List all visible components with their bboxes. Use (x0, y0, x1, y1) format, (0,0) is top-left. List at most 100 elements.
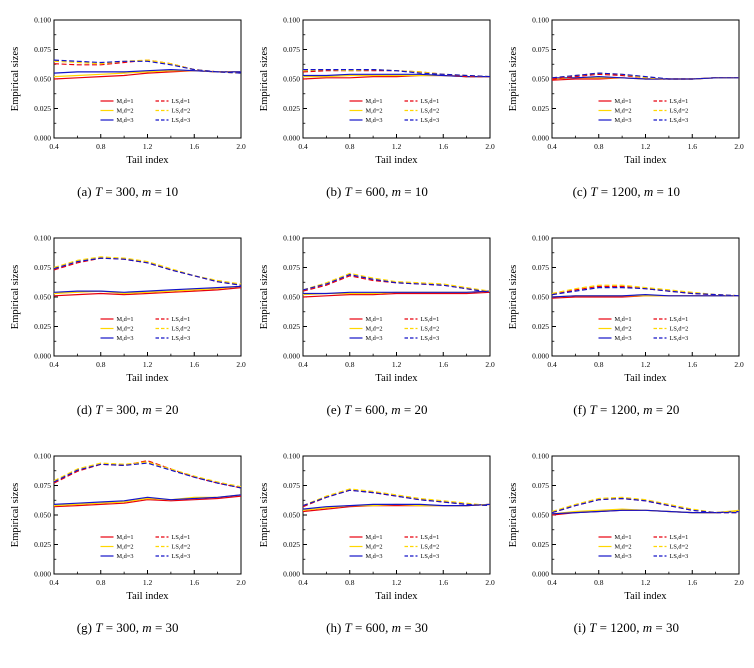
y-tick-label: 0.025 (283, 104, 300, 113)
series-line-ls-d-3 (552, 72, 740, 80)
series-line-ls-d-2 (302, 272, 491, 292)
y-tick-label: 0.075 (532, 481, 549, 490)
y-tick-label: 0.075 (532, 263, 549, 272)
y-tick-label: 0.100 (532, 16, 549, 25)
legend-label-m-d-1: M,d=1 (365, 316, 382, 323)
plot-border (302, 19, 491, 139)
y-tick-label: 0.050 (532, 511, 549, 520)
x-axis-title: Tail index (375, 155, 418, 166)
x-axis: 0.4 0.8 1.2 1.6 2.0 Tail index (49, 352, 246, 384)
legend-label-ls-d-1: LS,d=1 (171, 316, 190, 323)
y-tick-label: 0.025 (532, 540, 549, 549)
legend: M,d=1 M,d=2 M,d=3 LS,d=1 LS,d=2 LS,d=3 (598, 98, 689, 124)
x-tick-label: 0.8 (96, 578, 106, 587)
x-axis: 0.4 0.8 1.2 1.6 2.0 Tail index (49, 570, 246, 602)
legend-label-m-d-1: M,d=1 (615, 98, 632, 105)
legend: M,d=1 M,d=2 M,d=3 LS,d=1 LS,d=2 LS,d=3 (100, 98, 190, 124)
series-line-m-d-2 (53, 285, 241, 295)
y-axis-title: Empirical sizes (259, 265, 270, 329)
caption-text: (a) (77, 184, 95, 199)
legend-label-ls-d-2: LS,d=2 (171, 326, 190, 333)
legend-label-m-d-2: M,d=2 (615, 544, 632, 551)
y-tick-label: 0.000 (532, 352, 549, 361)
caption-text: (e) (326, 402, 345, 417)
legend-label-ls-d-3: LS,d=3 (670, 553, 689, 560)
y-tick-label: 0.000 (532, 570, 549, 579)
series-line-m-d-3 (552, 509, 740, 515)
x-tick-label: 1.6 (189, 142, 199, 151)
chart-panel-g: 0.000 0.025 0.050 0.075 0.100 Empirical sizes… (4, 444, 251, 636)
plot-area (53, 256, 241, 297)
caption-variable: m (391, 402, 401, 417)
chart-panel-i: 0.000 0.025 0.050 0.075 0.100 Empirical sizes… (503, 444, 750, 636)
y-axis: 0.000 0.025 0.050 0.075 0.100 Empirical sizes (10, 234, 58, 361)
caption-text: (i) (573, 620, 590, 635)
caption-variable: m (142, 620, 152, 635)
y-tick-label: 0.025 (283, 322, 300, 331)
x-tick-label: 0.8 (96, 142, 106, 151)
y-tick-label: 0.050 (34, 75, 51, 84)
y-tick-label: 0.050 (532, 75, 549, 84)
chart-svg: 0.000 0.025 0.050 0.075 0.100 Empirical sizes… (10, 234, 246, 384)
chart-svg: 0.000 0.025 0.050 0.075 0.100 Empirical sizes… (10, 16, 246, 166)
chart-svg: 0.000 0.025 0.050 0.075 0.100 Empirical sizes… (508, 16, 744, 166)
y-axis: 0.000 0.025 0.050 0.075 0.100 Empirical sizes (259, 234, 307, 361)
caption-variable: T (344, 620, 352, 635)
legend: M,d=1 M,d=2 M,d=3 LS,d=1 LS,d=2 LS,d=3 (349, 316, 439, 342)
x-tick-label: 2.0 (236, 142, 246, 151)
x-tick-label: 1.6 (439, 142, 449, 151)
plot-border (302, 455, 491, 575)
legend-label-ls-d-3: LS,d=3 (670, 335, 689, 342)
x-axis-title: Tail index (625, 373, 668, 384)
x-axis: 0.4 0.8 1.2 1.6 2.0 Tail index (298, 352, 495, 384)
legend-label-ls-d-3: LS,d=3 (171, 335, 190, 342)
plot-area (552, 284, 740, 299)
y-axis-title: Empirical sizes (508, 47, 519, 111)
legend-label-m-d-2: M,d=2 (615, 326, 632, 333)
y-tick-label: 0.100 (34, 452, 51, 461)
legend-label-m-d-3: M,d=3 (116, 335, 133, 342)
y-tick-label: 0.100 (283, 452, 300, 461)
series-line-m-d-3 (552, 293, 740, 298)
x-tick-label: 0.8 (594, 360, 604, 369)
legend-label-m-d-1: M,d=1 (615, 316, 632, 323)
plot-area (302, 68, 491, 80)
chart-panel-e: 0.000 0.025 0.050 0.075 0.100 Empirical sizes… (253, 226, 500, 418)
y-axis-title: Empirical sizes (259, 47, 270, 111)
x-axis: 0.4 0.8 1.2 1.6 2.0 Tail index (298, 570, 495, 602)
series-line-ls-d-3 (53, 462, 241, 489)
legend-label-m-d-2: M,d=2 (116, 108, 133, 115)
y-tick-label: 0.075 (34, 45, 51, 54)
caption-variable: m (142, 402, 152, 417)
caption-variable: T (344, 184, 352, 199)
x-tick-label: 0.4 (548, 142, 558, 151)
series-line-m-d-3 (302, 290, 491, 295)
caption-text: = 600, (351, 402, 392, 417)
caption-text: (b) (326, 184, 345, 199)
x-axis-title: Tail index (126, 373, 169, 384)
x-axis-title: Tail index (126, 591, 169, 602)
x-tick-label: 2.0 (236, 578, 246, 587)
chart-panel-d: 0.000 0.025 0.050 0.075 0.100 Empirical sizes… (4, 226, 251, 418)
legend-label-m-d-3: M,d=3 (116, 553, 133, 560)
x-tick-label: 1.2 (142, 142, 152, 151)
chart-svg: 0.000 0.025 0.050 0.075 0.100 Empirical sizes… (259, 452, 495, 602)
plot-border (53, 19, 242, 139)
legend-label-ls-d-2: LS,d=2 (171, 108, 190, 115)
caption-text: = 1200, (596, 620, 643, 635)
y-tick-label: 0.100 (34, 234, 51, 243)
chart-caption-b: (b) T = 600, m = 10 (326, 184, 428, 200)
caption-variable: T (95, 620, 103, 635)
series-line-m-d-3 (302, 503, 491, 510)
x-axis: 0.4 0.8 1.2 1.6 2.0 Tail index (548, 570, 744, 602)
chart-panel-a: 0.000 0.025 0.050 0.075 0.100 Empirical sizes… (4, 8, 251, 200)
x-tick-label: 1.2 (392, 578, 402, 587)
x-axis-title: Tail index (126, 155, 169, 166)
y-axis: 0.000 0.025 0.050 0.075 0.100 Empirical sizes (508, 234, 557, 361)
y-tick-label: 0.075 (283, 481, 300, 490)
legend-label-ls-d-3: LS,d=3 (670, 117, 689, 124)
series-line-ls-d-3 (302, 68, 491, 78)
x-tick-label: 0.8 (345, 578, 355, 587)
legend-label-m-d-2: M,d=2 (365, 108, 382, 115)
x-tick-label: 1.2 (392, 142, 402, 151)
